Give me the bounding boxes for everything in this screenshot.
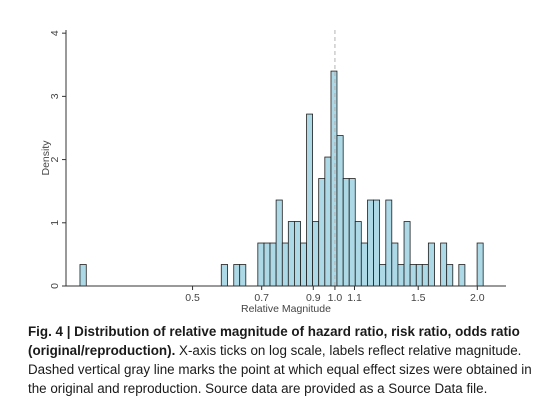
histogram-bar <box>342 178 350 287</box>
x-tick-label: 0.9 <box>306 292 321 304</box>
histogram-bar <box>306 113 313 287</box>
histogram-bar <box>233 264 241 287</box>
histogram-bar <box>348 178 356 287</box>
y-axis-ticks: 0 1 2 3 4 <box>49 30 66 289</box>
histogram-bar <box>330 70 338 287</box>
histogram-bar <box>336 135 344 287</box>
y-tick-label: 2 <box>49 157 61 163</box>
figure-caption: Fig. 4 | Distribution of relative magnit… <box>28 322 543 398</box>
x-tick-label: 0.7 <box>254 292 269 304</box>
histogram-bar <box>79 264 87 287</box>
histogram-bar <box>476 242 484 287</box>
histogram-bar <box>415 264 423 287</box>
histogram-bar <box>312 221 320 287</box>
histogram-bar <box>318 178 326 287</box>
histogram-bar <box>300 242 307 287</box>
histogram-bar <box>421 264 429 287</box>
caption-body: X-axis ticks on log scale, labels reflec… <box>28 343 532 396</box>
histogram-bar <box>403 221 411 287</box>
histogram-bar <box>367 199 374 287</box>
histogram-bar <box>287 221 295 287</box>
x-tick-label: 1.1 <box>347 292 362 304</box>
histogram-bar <box>269 242 277 287</box>
x-tick-label: 2.0 <box>470 292 485 304</box>
histogram-bar <box>440 242 448 287</box>
histogram-bars <box>79 70 484 287</box>
histogram-bar <box>446 264 454 287</box>
histogram-bar <box>373 199 381 287</box>
histogram-bar <box>257 242 265 287</box>
histogram-bar <box>385 199 393 287</box>
histogram-bar <box>409 264 417 287</box>
y-tick-label: 0 <box>49 283 61 289</box>
x-tick-label: 0.5 <box>185 292 200 304</box>
histogram-chart: 0.5 0.7 0.9 1.0 1.1 1.5 2.0 0 1 2 3 4 Relative Mag… <box>40 30 506 315</box>
caption-lead: Fig. 4 | Distribution of relative magnit… <box>28 324 520 358</box>
y-tick-label: 4 <box>49 30 61 36</box>
histogram-bar <box>263 242 271 287</box>
histogram-bar <box>397 264 405 287</box>
histogram-bar <box>354 221 362 287</box>
y-tick-label: 1 <box>49 220 61 226</box>
histogram-bar <box>324 156 332 287</box>
x-tick-label: 1.0 <box>328 292 343 304</box>
histogram-bar <box>379 264 387 287</box>
x-tick-label: 1.5 <box>411 292 426 304</box>
histogram-bar <box>360 242 368 287</box>
y-tick-label: 3 <box>49 93 61 99</box>
histogram-bar <box>275 199 283 287</box>
x-axis-label: Relative Magnitude <box>241 303 331 315</box>
histogram-bar <box>220 264 229 287</box>
histogram-bar <box>427 242 435 287</box>
histogram-bar <box>239 264 247 287</box>
x-axis-ticks: 0.5 0.7 0.9 1.0 1.1 1.5 2.0 <box>185 286 485 304</box>
histogram-bar <box>294 221 301 287</box>
histogram-bar <box>391 242 399 287</box>
y-axis-label: Density <box>40 140 52 176</box>
histogram-bar <box>458 264 466 287</box>
histogram-bar <box>281 242 289 287</box>
